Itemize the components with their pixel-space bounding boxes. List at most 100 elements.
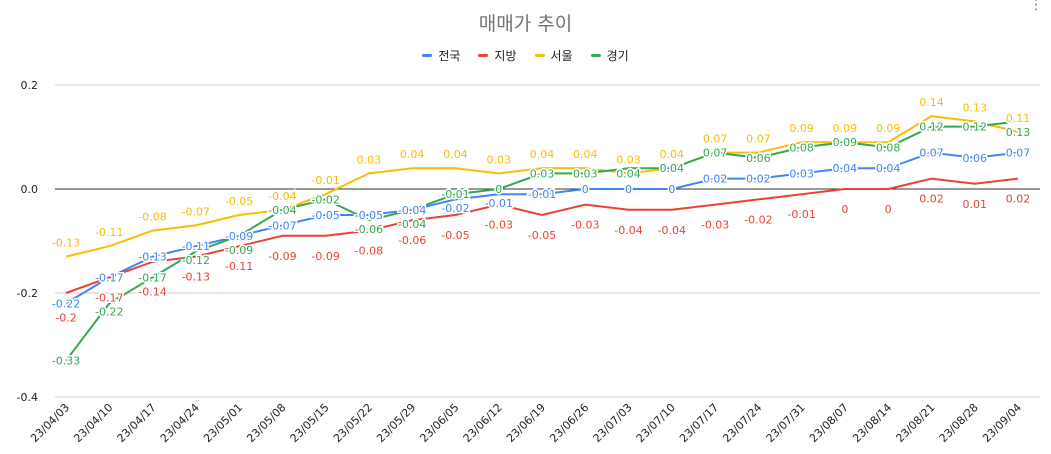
legend-item[interactable]: 지방 bbox=[478, 47, 517, 64]
legend-label: 경기 bbox=[606, 49, 629, 63]
data-label: 0.06 bbox=[962, 152, 987, 165]
data-label: 0.04 bbox=[660, 148, 685, 161]
data-label: 0.07 bbox=[746, 133, 771, 146]
legend: 전국 지방 서울 경기 bbox=[0, 47, 1051, 64]
data-label: -0.22 bbox=[95, 305, 123, 318]
data-label: 0.02 bbox=[746, 173, 771, 186]
data-label: 0.08 bbox=[789, 141, 814, 154]
x-tick-label: 23/06/05 bbox=[417, 401, 461, 445]
x-tick-label: 23/07/31 bbox=[764, 401, 808, 445]
data-label: 0.01 bbox=[962, 198, 987, 211]
data-label: 0.03 bbox=[530, 167, 555, 180]
data-label: 0.04 bbox=[400, 148, 425, 161]
x-tick-label: 23/05/01 bbox=[201, 401, 245, 445]
x-tick-label: 23/06/12 bbox=[461, 401, 505, 445]
data-label: 0.07 bbox=[919, 147, 944, 160]
legend-label: 서울 bbox=[550, 49, 573, 63]
legend-item[interactable]: 경기 bbox=[590, 47, 629, 64]
data-label: 0.12 bbox=[962, 121, 987, 134]
data-label: -0.05 bbox=[528, 229, 556, 242]
y-tick-label: 0.2 bbox=[21, 79, 39, 92]
data-label: -0.13 bbox=[182, 271, 210, 284]
data-label: -0.13 bbox=[138, 251, 166, 264]
x-tick-label: 23/09/04 bbox=[980, 401, 1024, 445]
data-label: -0.22 bbox=[52, 297, 80, 310]
data-label: 0.07 bbox=[1006, 147, 1031, 160]
data-label: -0.02 bbox=[441, 202, 469, 215]
legend-swatch bbox=[478, 54, 489, 57]
data-label: -0.09 bbox=[225, 230, 253, 243]
x-tick-label: 23/05/29 bbox=[374, 401, 418, 445]
data-label: -0.08 bbox=[138, 211, 166, 224]
data-label: -0.03 bbox=[571, 219, 599, 232]
data-label: 0.04 bbox=[616, 167, 641, 180]
chart-title: 매매가 추이 bbox=[478, 13, 573, 35]
data-label: 0.08 bbox=[876, 141, 901, 154]
y-tick-label: -0.2 bbox=[17, 287, 38, 300]
series-line-전국 bbox=[65, 151, 1019, 305]
data-label: 0.04 bbox=[660, 162, 685, 175]
data-label: -0.01 bbox=[484, 197, 512, 210]
data-label: -0.2 bbox=[55, 311, 76, 324]
data-label: -0.05 bbox=[225, 195, 253, 208]
y-tick-label: 0.0 bbox=[21, 183, 39, 196]
data-label: 0.04 bbox=[876, 162, 901, 175]
x-tick-label: 23/08/07 bbox=[807, 401, 851, 445]
data-label: 0.06 bbox=[746, 152, 771, 165]
data-label: 0.13 bbox=[1006, 126, 1031, 139]
x-tick-label: 23/04/17 bbox=[115, 401, 159, 445]
data-label: 0.09 bbox=[876, 122, 901, 135]
legend-item[interactable]: 서울 bbox=[534, 47, 573, 64]
data-label: -0.07 bbox=[268, 219, 296, 232]
x-tick-label: 23/04/10 bbox=[71, 401, 115, 445]
data-label: 0 bbox=[495, 183, 502, 196]
data-label: -0.05 bbox=[441, 229, 469, 242]
series-line-서울 bbox=[65, 115, 1019, 258]
x-tick-label: 23/07/03 bbox=[591, 401, 635, 445]
legend-swatch bbox=[590, 54, 601, 57]
data-label: -0.04 bbox=[268, 204, 296, 217]
data-label: -0.02 bbox=[744, 213, 772, 226]
series-line-지방 bbox=[65, 177, 1019, 294]
legend-label: 전국 bbox=[438, 49, 461, 63]
data-label: 0.11 bbox=[1006, 112, 1031, 125]
data-label: 0.02 bbox=[703, 173, 728, 186]
data-label: -0.11 bbox=[225, 260, 253, 273]
data-label: -0.05 bbox=[355, 209, 383, 222]
data-label: -0.04 bbox=[268, 190, 296, 203]
data-label: -0.04 bbox=[398, 204, 426, 217]
y-tick-label: -0.4 bbox=[17, 391, 38, 404]
x-tick-label: 23/08/28 bbox=[937, 401, 981, 445]
x-tick-label: 23/07/24 bbox=[720, 401, 764, 445]
legend-swatch bbox=[422, 54, 433, 57]
x-tick-label: 23/04/03 bbox=[28, 401, 72, 445]
data-label: 0.02 bbox=[919, 193, 944, 206]
data-label: -0.09 bbox=[225, 244, 253, 257]
data-label: -0.12 bbox=[182, 254, 210, 267]
data-label: 0.13 bbox=[962, 101, 987, 114]
data-label: -0.06 bbox=[398, 234, 426, 247]
data-label: -0.01 bbox=[441, 188, 469, 201]
data-label: 0.09 bbox=[833, 122, 858, 135]
data-label: 0.03 bbox=[616, 153, 641, 166]
data-label: -0.01 bbox=[311, 174, 339, 187]
data-label: -0.09 bbox=[268, 250, 296, 263]
data-label: -0.11 bbox=[95, 226, 123, 239]
x-tick-label: 23/06/19 bbox=[504, 401, 548, 445]
data-label: -0.01 bbox=[528, 188, 556, 201]
data-label: -0.17 bbox=[95, 271, 123, 284]
data-label: -0.04 bbox=[658, 224, 686, 237]
data-label: 0.03 bbox=[357, 153, 382, 166]
data-label: 0.14 bbox=[919, 96, 944, 109]
legend-item[interactable]: 전국 bbox=[422, 47, 460, 64]
data-label: -0.13 bbox=[52, 237, 80, 250]
data-label: -0.03 bbox=[484, 219, 512, 232]
x-tick-label: 23/07/10 bbox=[634, 401, 678, 445]
data-label: 0 bbox=[841, 203, 848, 216]
data-label: -0.33 bbox=[52, 355, 80, 368]
x-tick-label: 23/05/22 bbox=[331, 401, 375, 445]
data-label: 0 bbox=[625, 183, 632, 196]
data-label: 0 bbox=[885, 203, 892, 216]
legend-swatch bbox=[534, 54, 545, 57]
x-tick-label: 23/08/21 bbox=[893, 401, 937, 445]
